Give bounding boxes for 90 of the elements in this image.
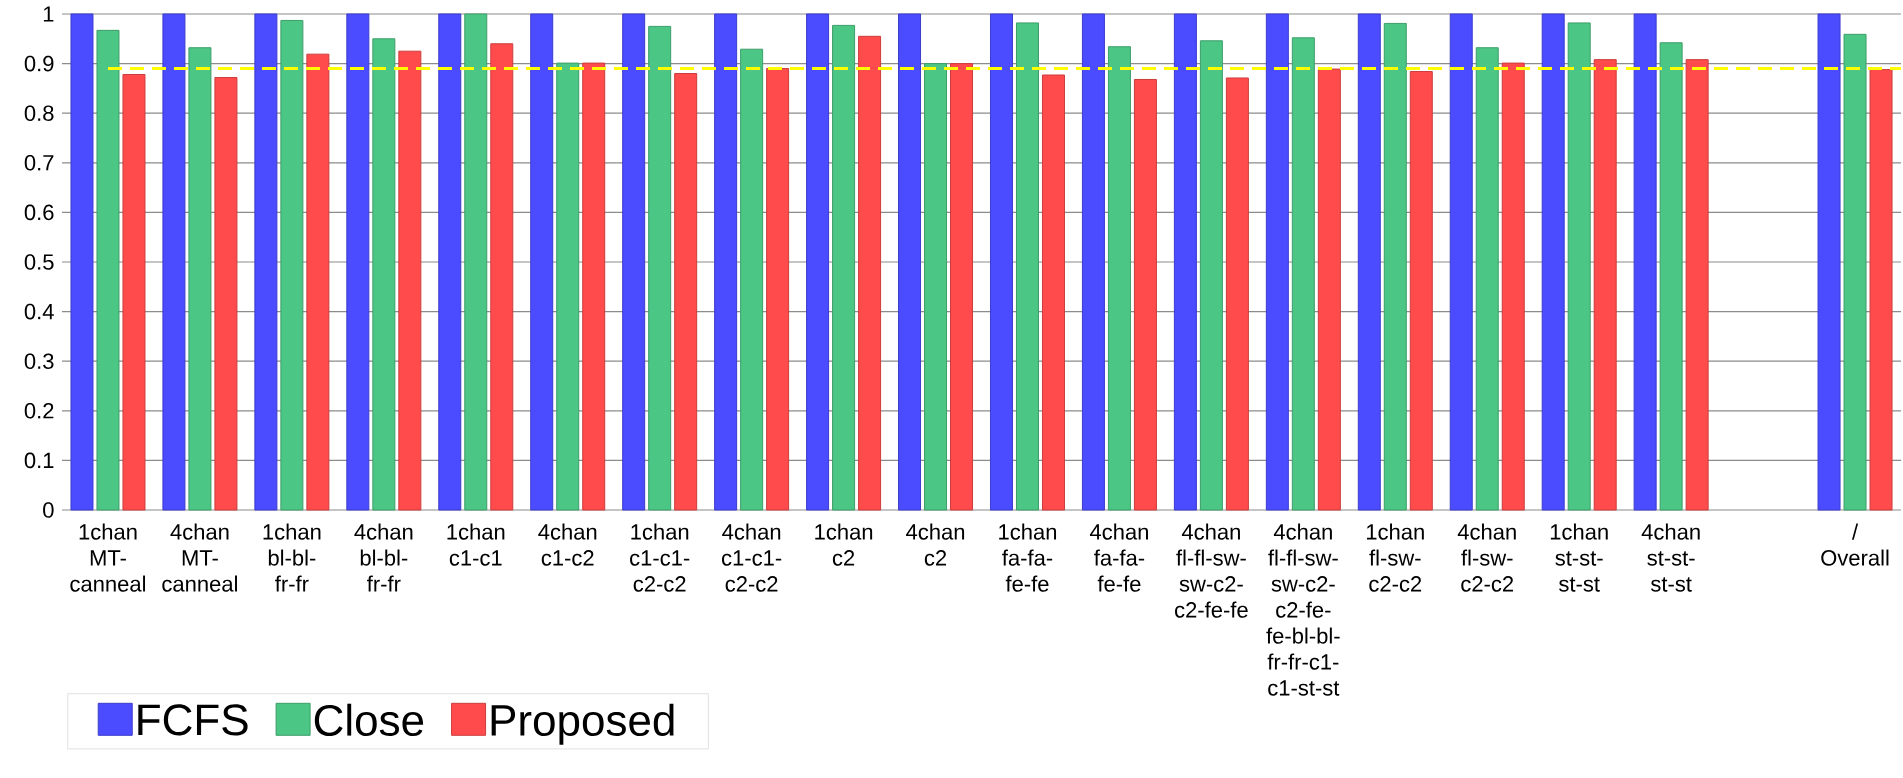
y-tick-label: 0 xyxy=(43,502,54,518)
bar xyxy=(162,13,186,511)
x-tick-label: 1chan MT-canneal xyxy=(70,523,146,592)
bar xyxy=(740,48,764,511)
bar xyxy=(1593,59,1617,511)
bar xyxy=(1199,40,1223,511)
bar xyxy=(1173,13,1197,511)
bar xyxy=(582,62,606,511)
x-tick-label: 4chan c2 xyxy=(906,523,965,566)
y-tick-label: 0.7 xyxy=(24,155,54,171)
bar xyxy=(924,63,948,511)
bar xyxy=(214,76,238,511)
bar xyxy=(1107,46,1131,511)
bar xyxy=(1041,74,1065,511)
y-tick-label: 0.2 xyxy=(24,403,54,419)
bar xyxy=(530,13,554,511)
bar xyxy=(1291,37,1315,511)
x-tick-label: 4chan bl-bl-fr-fr xyxy=(354,523,413,592)
y-tick-label: 0.9 xyxy=(24,55,54,72)
bar xyxy=(280,19,304,511)
x-tick-label: 1chan fa-fa-fe-fe xyxy=(999,523,1057,592)
bar xyxy=(464,13,488,511)
bar xyxy=(950,63,974,511)
y-tick-label: 0.1 xyxy=(24,452,54,469)
x-tick-label: 4chan c1-c1-c2-c2 xyxy=(722,523,782,592)
bar xyxy=(1409,71,1433,511)
bar xyxy=(438,13,462,511)
bar xyxy=(806,13,830,511)
x-tick-label: 1chan c2 xyxy=(815,523,873,566)
bar xyxy=(1869,69,1893,511)
x-tick-label: / Overall xyxy=(1821,523,1889,566)
x-tick-label: 4chan st-st-st-st xyxy=(1641,523,1700,592)
bar xyxy=(254,13,278,511)
x-tick-label: 1chan fl-sw-c2-c2 xyxy=(1366,523,1424,592)
bar xyxy=(1383,22,1407,511)
bar xyxy=(1449,13,1473,511)
bar xyxy=(1633,13,1657,511)
bar xyxy=(766,68,790,511)
x-tick-label: 1chan c1-c1-c2-c2 xyxy=(630,523,690,592)
bar xyxy=(188,47,212,511)
legend-label: Close xyxy=(314,703,424,737)
bar xyxy=(372,38,396,511)
bar xyxy=(674,73,698,511)
bar xyxy=(490,43,514,511)
y-tick-label: 1 xyxy=(43,6,54,22)
bar xyxy=(858,35,882,511)
bar xyxy=(1659,42,1683,511)
x-tick-label: 1chan st-st-st-st xyxy=(1550,523,1608,592)
bar xyxy=(70,13,94,511)
bar xyxy=(398,50,422,511)
bar xyxy=(1843,33,1867,511)
bar xyxy=(1317,68,1341,511)
bar xyxy=(1501,62,1525,511)
x-tick-label: 1chan bl-bl-fr-fr xyxy=(263,523,321,592)
bar xyxy=(306,53,330,511)
x-tick-label: 4chan fl-sw-c2-c2 xyxy=(1457,523,1516,592)
bar xyxy=(898,13,922,511)
y-tick-label: 0.6 xyxy=(24,204,54,221)
legend-label: Proposed xyxy=(491,703,674,745)
bar xyxy=(1015,22,1039,511)
x-tick-label: 4chan fl-fl-sw-sw-c2-c2-fe-fe xyxy=(1175,523,1248,618)
bar xyxy=(714,13,738,511)
bar xyxy=(122,74,146,511)
bar xyxy=(1567,22,1591,511)
x-tick-label: 4chan fa-fa-fe-fe xyxy=(1089,523,1148,592)
legend-label: FCFS xyxy=(138,704,248,736)
bar xyxy=(96,29,120,511)
y-tick-label: 0.8 xyxy=(24,105,54,121)
bar xyxy=(1265,13,1289,511)
bar xyxy=(1475,47,1499,511)
x-tick-label: 1chan c1-c1 xyxy=(447,523,505,566)
bar xyxy=(1225,77,1249,511)
bar xyxy=(1133,78,1157,511)
x-tick-label: 4chan MT-canneal xyxy=(162,523,237,592)
y-tick-label: 0.5 xyxy=(24,254,54,270)
bar xyxy=(1817,13,1841,511)
bar xyxy=(622,13,646,511)
y-tick-label: 0.3 xyxy=(24,353,54,369)
y-tick-label: 0.4 xyxy=(24,303,54,320)
bar xyxy=(989,13,1013,511)
bar xyxy=(1081,13,1105,511)
bar xyxy=(832,24,856,511)
bar xyxy=(346,13,370,511)
x-tick-label: 4chan c1-c2 xyxy=(538,523,597,566)
bar xyxy=(1541,13,1565,511)
bar xyxy=(1357,13,1381,511)
x-tick-label: 4chan fl-fl-sw-sw-c2-c2-fe-fe-bl-bl-fr-fr-c1-c1-st-st xyxy=(1266,523,1340,696)
bar xyxy=(648,25,672,511)
bar xyxy=(556,62,580,511)
bar xyxy=(1685,59,1709,511)
